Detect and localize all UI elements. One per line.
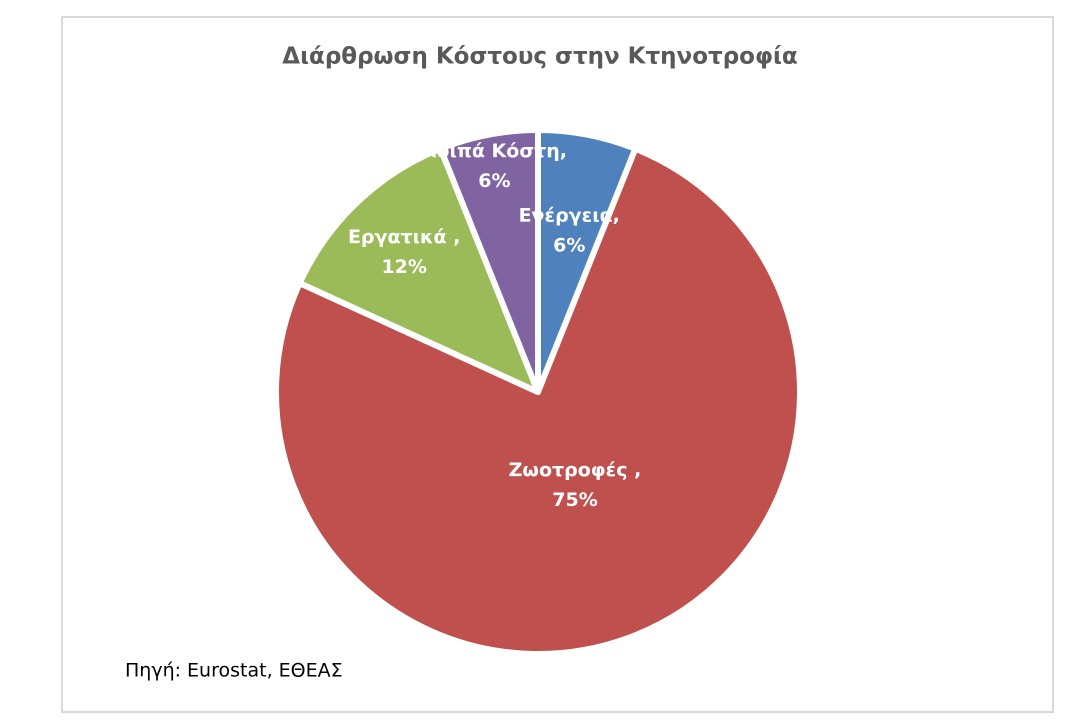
- slice-category-label: Λοιπά Κόστη,: [422, 140, 567, 162]
- slice-value-label: 6%: [553, 234, 585, 256]
- pie-slice: [437, 127, 541, 395]
- pie: [273, 127, 803, 657]
- slice-value-label: 12%: [381, 256, 426, 278]
- slice-category-label: Ζωοτροφές ,: [509, 459, 642, 481]
- slice-value-label: 75%: [552, 489, 597, 511]
- slice-category-label: Εργατικά ,: [348, 226, 461, 248]
- pie-slice: [273, 145, 803, 657]
- slice-value-label: 6%: [478, 170, 510, 192]
- chart-title: Διάρθρωση Κόστους στην Κτηνοτροφία: [282, 44, 797, 70]
- source-note: Πηγή: Eurostat, ΕΘΕΑΣ: [125, 660, 343, 682]
- labels: Ενέργεια, 6% Ζωοτροφές , 75% Εργατικά , 12% Λο…: [348, 140, 641, 511]
- slice-category-label: Ενέργεια,: [519, 204, 620, 226]
- pie-slice: [296, 145, 541, 395]
